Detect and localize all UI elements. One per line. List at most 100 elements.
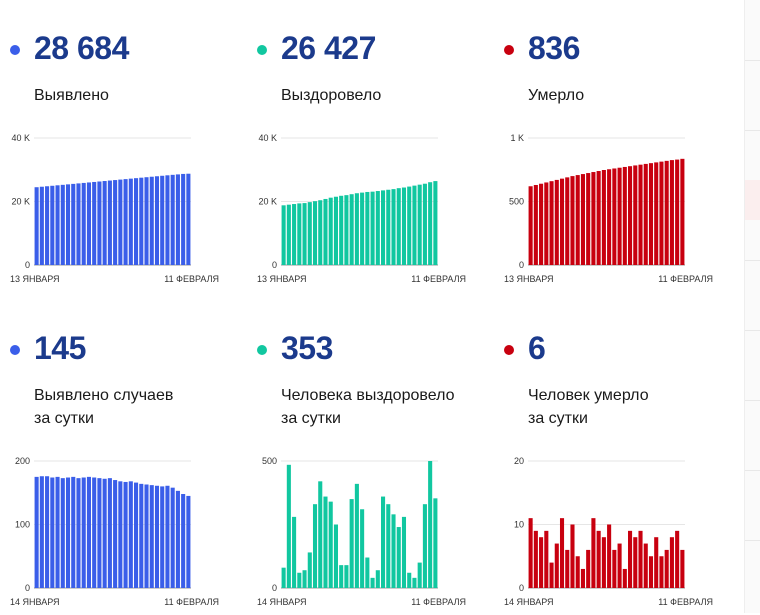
bar: [559, 178, 565, 265]
bar: [307, 552, 312, 588]
stat-value: 28 684: [34, 30, 129, 66]
bar: [333, 196, 338, 265]
chart-died-daily: 0 10 20 14 ЯНВАРЯ 11 ФЕВРАЛЯ: [504, 456, 713, 607]
bar: [669, 537, 674, 588]
page-scroll-edge: [744, 0, 760, 613]
bar: [318, 481, 323, 588]
stat-label-line-1: Умерло: [528, 87, 585, 104]
stat-label-line-1: Человек умерло: [528, 387, 649, 404]
bar: [344, 195, 349, 265]
bar: [575, 556, 580, 588]
bar: [407, 572, 412, 588]
panel-recovered: 26 427 Выздоровело 0 20 K 40 K 13 ЯНВАРЯ 11 …: [247, 0, 487, 300]
bar: [281, 567, 286, 588]
bar: [638, 530, 643, 588]
chart-recovered-daily: 0 500 14 ЯНВАРЯ 11 ФЕВРАЛЯ: [257, 456, 466, 607]
bar: [92, 181, 97, 265]
bar: [559, 518, 565, 588]
edge-divider: [745, 130, 760, 131]
bar: [128, 481, 133, 588]
bar: [591, 518, 596, 588]
bar: [417, 184, 422, 265]
bar: [607, 524, 612, 588]
bar: [396, 527, 401, 588]
bar: [370, 577, 375, 588]
bar: [375, 191, 380, 265]
bar: [55, 476, 60, 588]
bar: [71, 476, 76, 588]
bar: [528, 518, 533, 588]
bar: [633, 537, 638, 588]
stat-value: 836: [528, 30, 580, 66]
bar: [134, 482, 139, 588]
y-tick-label: 500: [509, 197, 524, 207]
bar: [643, 543, 648, 588]
bar: [365, 191, 370, 265]
bar: [370, 191, 375, 265]
bar: [170, 487, 175, 588]
bar: [349, 194, 354, 265]
y-tick-label: 100: [15, 520, 30, 530]
bar: [601, 537, 606, 588]
bar: [654, 537, 659, 588]
bar: [601, 170, 606, 265]
bar: [118, 481, 123, 588]
bar: [386, 504, 391, 588]
bar: [407, 186, 412, 265]
bar: [45, 186, 50, 265]
bar: [659, 556, 664, 588]
bar: [113, 480, 118, 588]
bar: [617, 167, 622, 265]
bar: [328, 501, 333, 588]
stat-value: 145: [34, 330, 86, 366]
bar: [34, 187, 39, 265]
bar: [539, 537, 544, 588]
bar: [617, 543, 622, 588]
bar: [81, 182, 86, 265]
bar: [396, 188, 401, 265]
bar: [144, 177, 149, 265]
bar: [428, 461, 433, 588]
bar: [622, 568, 627, 588]
bar: [533, 530, 538, 588]
bar: [186, 173, 191, 265]
bar: [92, 477, 97, 588]
bar: [633, 165, 638, 265]
bar: [107, 478, 112, 588]
bar: [76, 478, 81, 588]
bar: [675, 530, 680, 588]
bar: [139, 177, 144, 265]
edge-divider: [745, 330, 760, 331]
y-tick-label: 0: [25, 260, 30, 270]
bar: [669, 160, 674, 265]
stat-label-line-2: за сутки: [528, 410, 588, 427]
bar: [638, 164, 643, 265]
bar: [544, 182, 549, 265]
bar: [102, 478, 107, 588]
bar: [149, 176, 154, 265]
y-tick-label: 0: [272, 583, 277, 593]
bar: [680, 549, 685, 588]
bar: [165, 485, 170, 588]
bar: [428, 182, 433, 265]
panel-died: 836 Умерло 0 500 1 K 13 ЯНВАРЯ 11 ФЕВРАЛЯ: [494, 0, 734, 300]
bar: [123, 481, 128, 588]
bar: [339, 565, 344, 588]
bar: [417, 562, 422, 588]
bar: [612, 549, 617, 588]
x-end-label: 11 ФЕВРАЛЯ: [658, 274, 713, 284]
bar: [292, 516, 297, 588]
bar: [297, 203, 302, 265]
legend-dot: [10, 345, 20, 355]
bar: [591, 172, 596, 265]
x-end-label: 11 ФЕВРАЛЯ: [411, 274, 466, 284]
bar: [302, 570, 307, 588]
bar: [97, 181, 102, 265]
bar: [323, 198, 328, 265]
bar: [333, 524, 338, 588]
x-start-label: 14 ЯНВАРЯ: [504, 597, 554, 607]
y-tick-label: 0: [519, 583, 524, 593]
bar: [401, 516, 407, 588]
bar: [586, 173, 591, 265]
bar: [401, 187, 407, 265]
